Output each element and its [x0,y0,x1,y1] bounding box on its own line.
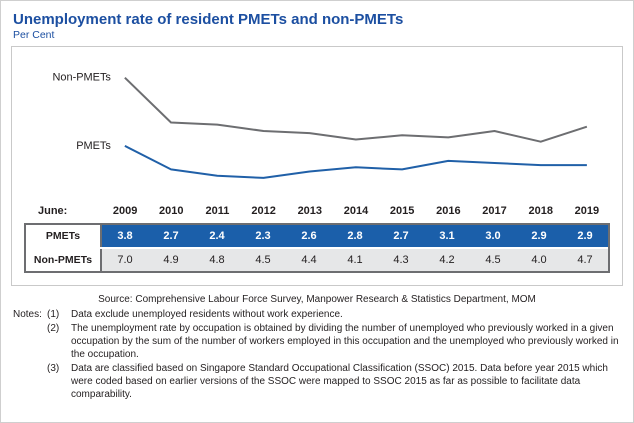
series-line-pmets [124,145,587,179]
note-number: (2) [47,323,60,334]
table-cell: 2.7 [148,225,194,247]
notes-section: Notes: (1) Data exclude unemployed reside… [13,308,623,402]
series-label-pmets: PMETs [76,140,111,152]
table-cell: 2.8 [332,225,378,247]
note-item: (3) Data are classified based on Singapor… [47,362,623,401]
table-cell: 2.6 [286,225,332,247]
table-row: PMETs 3.8 2.7 2.4 2.3 2.6 2.8 2.7 3.1 3.0 2.9 2.9 [26,225,608,247]
line-chart-svg: Non-PMETs PMETs [52,72,588,179]
series-line-non-pmets [124,76,588,143]
table-cell: 2.9 [562,225,608,247]
table-cell: 3.8 [102,225,148,247]
note-item: (1) Data exclude unemployed residents wit… [47,308,623,321]
table-cell: 4.3 [378,249,424,271]
x-axis-year: 2014 [343,205,369,217]
series-label-non-pmets: Non-PMETs [52,72,111,84]
notes-items: (1) Data exclude unemployed residents wit… [47,308,623,402]
chart-panel: Non-PMETs PMETs June: 2009 2010 2011 2012 201… [11,46,623,286]
x-axis-prefix: June: [38,205,68,217]
table-cell: 4.8 [194,249,240,271]
y-axis-unit-label: Per Cent [13,29,55,41]
page-title: Unemployment rate of resident PMETs and … [13,11,404,28]
source-line: Source: Comprehensive Labour Force Surve… [98,294,536,305]
table-cell: 2.3 [240,225,286,247]
note-item: (2) The unemployment rate by occupation i… [47,322,623,361]
table-cell: 4.9 [148,249,194,271]
x-axis-year: 2018 [528,205,553,217]
x-axis-year: 2019 [574,205,600,217]
table-cell: 3.0 [470,225,516,247]
note-number: (3) [47,363,60,374]
notes-label: Notes: [13,309,42,320]
note-number: (1) [47,309,60,320]
x-axis-year: 2010 [159,205,184,217]
table-row-label: PMETs [26,225,102,247]
x-axis-year: 2017 [482,205,507,217]
table-row-label: Non-PMETs [26,249,102,271]
x-axis-year: 2009 [112,205,138,217]
table-cell: 4.5 [240,249,286,271]
table-cell: 4.2 [424,249,470,271]
table-cell: 4.5 [470,249,516,271]
table-cell: 2.7 [378,225,424,247]
table-cell: 2.9 [516,225,562,247]
x-axis-year: 2013 [297,205,323,217]
table-row: Non-PMETs 7.0 4.9 4.8 4.5 4.4 4.1 4.3 4.2 4.5 4.0 4… [26,247,608,271]
note-text: Data exclude unemployed residents withou… [71,309,343,320]
table-cell: 4.7 [562,249,608,271]
x-axis-labels: June: 2009 2010 2011 2012 2013 2014 2015 2016 20… [24,205,610,217]
table-cell: 4.0 [516,249,562,271]
x-axis-year: 2015 [389,205,415,217]
x-axis-year: 2012 [251,205,276,217]
table-cell: 7.0 [102,249,148,271]
x-axis-year: 2016 [436,205,461,217]
table-cell: 3.1 [424,225,470,247]
note-text: Data are classified based on Singapore S… [71,363,608,400]
table-cell: 4.4 [286,249,332,271]
note-text: The unemployment rate by occupation is o… [71,323,619,360]
table-cell: 2.4 [194,225,240,247]
x-axis-year: 2011 [205,205,230,217]
table-cell: 4.1 [332,249,378,271]
data-table: PMETs 3.8 2.7 2.4 2.3 2.6 2.8 2.7 3.1 3.0 2.9 2.9 No… [24,223,610,273]
